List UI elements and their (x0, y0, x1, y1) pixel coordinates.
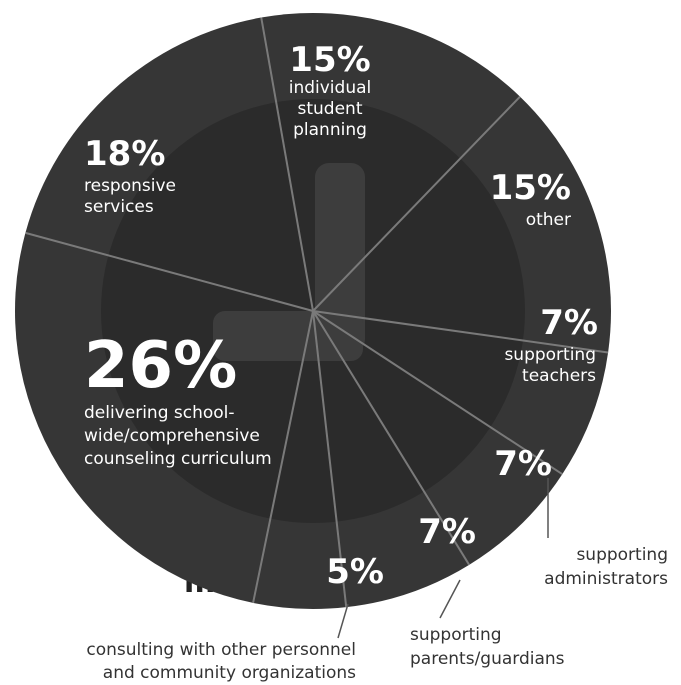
slice-category-label: services (84, 197, 154, 217)
slice-percent-label: 26% (84, 329, 237, 403)
slice-divider (312, 310, 348, 608)
slice-category-label: student (298, 99, 363, 119)
clock-hand-short (213, 311, 363, 361)
slice-category-label: parents/guardians (410, 649, 565, 669)
slice-percent-label: 7% (494, 444, 552, 484)
slice-divider (252, 310, 314, 604)
leader-line (337, 603, 349, 639)
slice-category-label: administrators (544, 569, 668, 589)
slice-category-label: planning (293, 120, 367, 140)
slice-divider (260, 17, 314, 312)
slice-divider (312, 95, 521, 312)
slice-dividers (25, 17, 609, 608)
slice-category-label: other (526, 210, 571, 230)
slice-percent-label: 15% (289, 40, 370, 80)
slice-category-label: supporting (576, 545, 668, 565)
slice-percent-label: 5% (326, 552, 384, 592)
leader-line (439, 579, 461, 619)
slice-category-label: counseling curriculum (84, 449, 272, 469)
slice-labels: 15%individualstudentplanning15%other7%su… (84, 40, 668, 683)
slice-divider (25, 231, 314, 312)
slice-category-label: consulting with other personnel (86, 640, 356, 660)
slice-divider (312, 310, 470, 566)
leader-lines (337, 478, 549, 639)
slice-category-label: responsive (84, 176, 176, 196)
slice-category-label: delivering school- (84, 403, 235, 423)
slice-divider (312, 310, 563, 476)
slice-percent-label: 7% (540, 303, 598, 343)
slice-category-label: teachers (522, 366, 596, 386)
slice-category-label: supporting (410, 625, 502, 645)
slice-category-label: wide/comprehensive (84, 426, 260, 446)
slice-divider (312, 310, 609, 354)
slice-category-label: supporting (504, 345, 596, 365)
slice-category-label: and community organizations (103, 663, 356, 683)
slice-percent-label: 7% (418, 512, 476, 552)
clock-hand-long (315, 163, 365, 353)
slice-percent-label: 15% (490, 168, 571, 208)
slice-percent-label: 18% (84, 134, 165, 174)
slice-category-label: individual (289, 78, 372, 98)
